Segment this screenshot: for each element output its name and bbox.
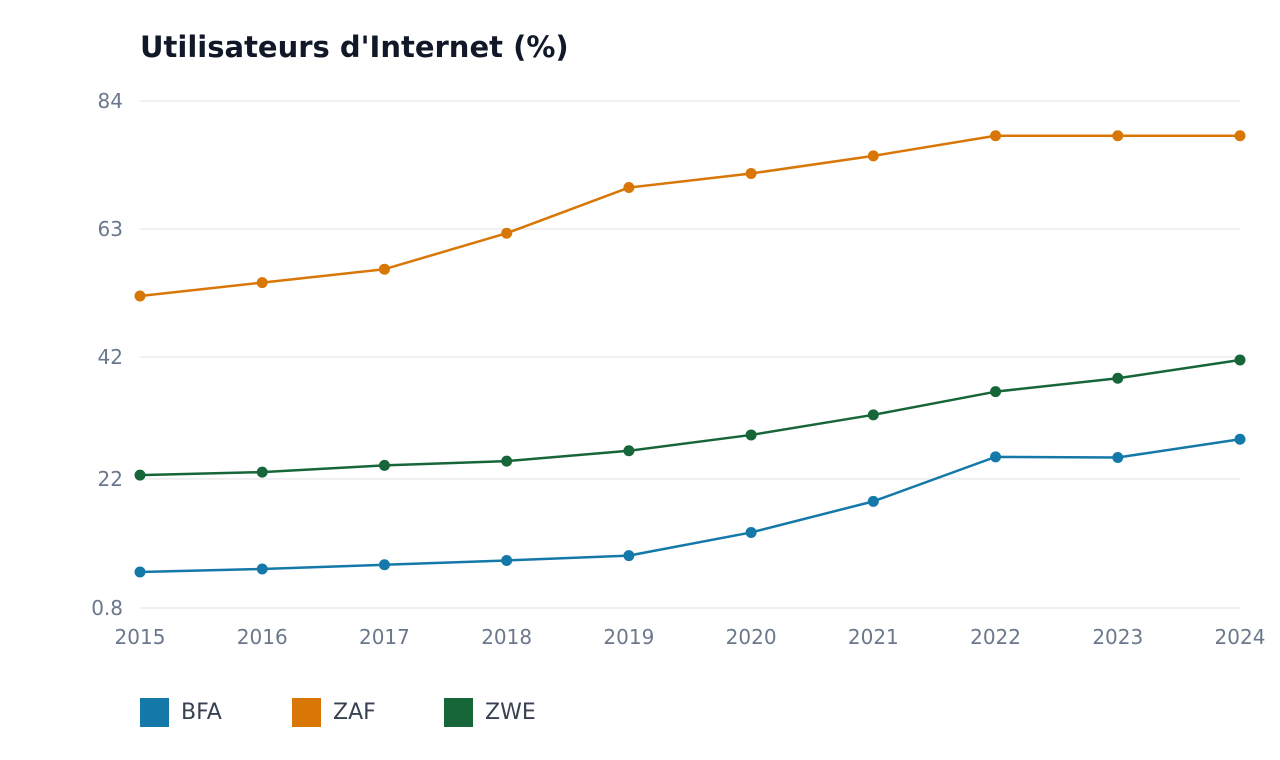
x-tick-label: 2021 [848, 625, 899, 649]
data-point-zaf [1234, 130, 1246, 142]
data-point-bfa [501, 554, 513, 566]
y-tick-label: 63 [98, 217, 123, 241]
data-point-zaf [134, 290, 146, 302]
data-point-zwe [1112, 372, 1124, 384]
data-point-zaf [745, 168, 757, 180]
data-point-bfa [745, 526, 757, 538]
data-point-bfa [1234, 433, 1246, 445]
x-tick-label: 2022 [970, 625, 1021, 649]
data-point-bfa [623, 550, 635, 562]
legend-item-zwe: ZWE [444, 698, 596, 727]
data-point-zaf [990, 130, 1002, 142]
data-point-zwe [1234, 354, 1246, 366]
data-point-zwe [378, 459, 390, 471]
chart-title: Utilisateurs d'Internet (%) [140, 30, 569, 64]
legend-swatch [444, 698, 473, 727]
x-tick-label: 2016 [237, 625, 288, 649]
data-point-zwe [867, 409, 879, 421]
x-tick-label: 2015 [115, 625, 166, 649]
legend-label: ZAF [333, 700, 376, 725]
data-point-zwe [745, 429, 757, 441]
legend-swatch [292, 698, 321, 727]
data-point-zaf [867, 150, 879, 162]
data-point-bfa [134, 566, 146, 578]
data-point-bfa [1112, 451, 1124, 463]
x-tick-label: 2023 [1092, 625, 1143, 649]
y-tick-label: 0.8 [91, 596, 123, 620]
x-tick-label: 2017 [359, 625, 410, 649]
legend-swatch [140, 698, 169, 727]
y-tick-label: 84 [98, 89, 123, 113]
legend-item-zaf: ZAF [292, 698, 444, 727]
data-point-bfa [867, 495, 879, 507]
y-tick-label: 22 [98, 467, 123, 491]
data-point-zwe [134, 469, 146, 481]
data-point-zwe [501, 455, 513, 467]
x-tick-label: 2018 [481, 625, 532, 649]
data-point-zaf [378, 263, 390, 275]
data-point-zaf [1112, 130, 1124, 142]
legend: BFA ZAF ZWE [140, 698, 596, 727]
data-point-zwe [623, 445, 635, 457]
x-tick-label: 2019 [603, 625, 654, 649]
legend-label: ZWE [485, 700, 536, 725]
series-line-zaf [139, 134, 1240, 298]
series-line-zwe [139, 358, 1241, 477]
data-point-bfa [256, 563, 268, 575]
x-tick-label: 2024 [1215, 625, 1266, 649]
data-point-zaf [501, 227, 513, 239]
series-line-bfa [139, 437, 1241, 574]
y-tick-label: 42 [98, 345, 123, 369]
data-point-bfa [990, 451, 1002, 463]
x-tick-label: 2020 [726, 625, 777, 649]
legend-label: BFA [181, 700, 222, 725]
data-point-zaf [623, 182, 635, 194]
data-point-bfa [378, 559, 390, 571]
data-point-zwe [256, 466, 268, 478]
legend-item-bfa: BFA [140, 698, 292, 727]
plot-area: 0.8 22 42 63 84 2015 2016 2017 2018 2019 2020 2021 2… [91, 89, 1266, 649]
data-point-zaf [256, 277, 268, 289]
data-point-zwe [990, 386, 1002, 398]
